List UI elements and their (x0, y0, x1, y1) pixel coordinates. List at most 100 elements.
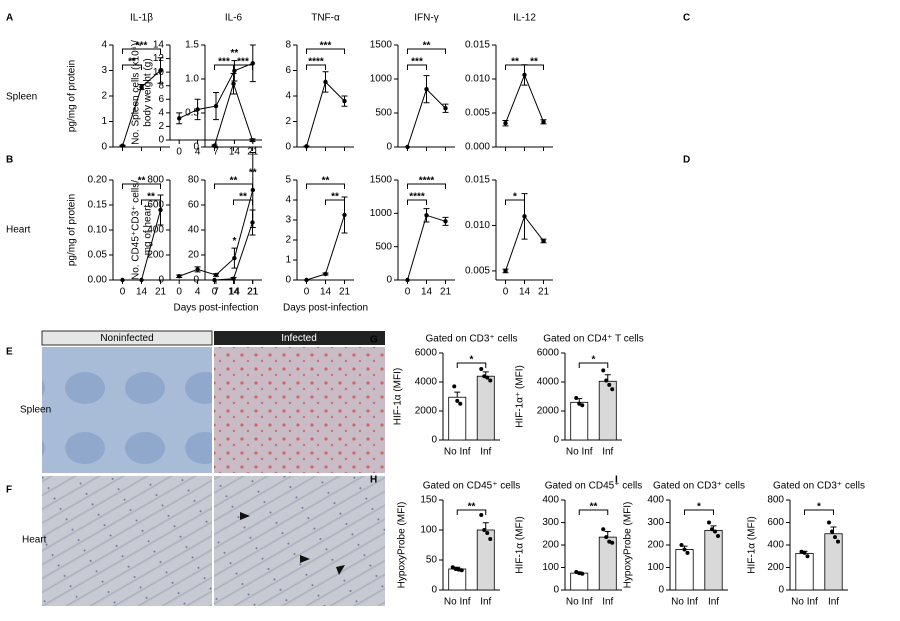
significance-label: ** (530, 57, 538, 68)
point (304, 144, 309, 149)
micrograph (214, 347, 385, 473)
point (158, 68, 163, 73)
y-tick-label: 400 (542, 495, 559, 506)
point (503, 268, 508, 274)
replicate-point (459, 568, 464, 573)
error-bar (454, 391, 461, 398)
y-tick-label: 2000 (537, 406, 560, 417)
y-tick-label: 200 (767, 562, 784, 573)
y-tick-label: 0 (386, 142, 392, 153)
y-tick-label: 600 (147, 200, 164, 211)
y-tick-label: 1500 (370, 40, 393, 51)
y-tick-label: 0.010 (465, 220, 490, 231)
y-tick-label: 0.015 (465, 40, 490, 51)
significance-bracket (407, 48, 446, 54)
y-tick-label: 0 (158, 275, 164, 286)
x-tick-label: 0 (503, 287, 509, 298)
significance-label: ** (590, 502, 598, 513)
x-tick-label: No Inf (444, 447, 471, 458)
x-tick-label: 21 (440, 287, 452, 298)
significance-label: **** (409, 192, 425, 203)
y-tick-label: 0 (553, 435, 559, 446)
bar (795, 553, 814, 591)
significance-label: ** (230, 176, 238, 187)
chart-title: IL-6 (225, 13, 243, 24)
x-tick-label: 0 (304, 287, 310, 298)
significance-label: **** (308, 57, 324, 68)
point (120, 277, 125, 283)
replicate-point (458, 401, 463, 406)
x-axis-label: Days post-infection (283, 303, 368, 314)
y-tick-label: 6 (158, 94, 164, 105)
x-tick-label: 14 (136, 287, 148, 298)
replicate-point (450, 565, 455, 570)
y-axis-label: HIF-1α (MFI) (515, 516, 526, 573)
y-tick-label: 1.5 (185, 40, 199, 51)
replicate-point (836, 539, 840, 544)
replicate-point (802, 550, 807, 555)
y-tick-label: 400 (767, 540, 784, 551)
significance-label: ** (423, 41, 431, 52)
point (541, 119, 546, 125)
y-tick-label: 0 (285, 275, 291, 286)
point (139, 277, 144, 283)
y-axis-label: mg of heart (143, 204, 154, 255)
significance-label: **** (419, 176, 435, 187)
replicate-point (685, 550, 690, 555)
x-tick-label: Inf (828, 597, 839, 608)
micrograph (42, 347, 212, 473)
significance-label: * (697, 502, 701, 513)
point (443, 106, 448, 111)
replicate-point (716, 534, 720, 538)
significance-bracket (407, 183, 446, 189)
y-tick-label: 0 (431, 585, 437, 596)
x-tick-label: No Inf (444, 597, 471, 608)
point (195, 107, 200, 112)
replicate-point (713, 529, 717, 534)
y-tick-label: 2000 (415, 406, 438, 417)
x-tick-label: 0 (176, 147, 182, 158)
replicate-point (601, 368, 606, 373)
y-tick-label: 4 (285, 195, 291, 206)
column-label: Noninfected (100, 333, 153, 344)
y-tick-label: 1 (285, 255, 291, 266)
point (323, 271, 328, 277)
y-tick-label: 800 (147, 175, 164, 186)
y-tick-label: 800 (767, 495, 784, 506)
point (342, 212, 347, 218)
point (195, 267, 200, 272)
chart-title: Gated on CD4⁺ T cells (543, 334, 644, 345)
significance-label: ** (239, 192, 247, 203)
replicate-point (482, 374, 487, 379)
significance-label: * (232, 236, 236, 247)
y-axis-label: body weight (g) (143, 58, 154, 126)
point (232, 255, 237, 261)
replicate-point (479, 513, 484, 517)
x-tick-label: 14 (421, 287, 433, 298)
point (158, 207, 163, 213)
significance-label: *** (136, 41, 148, 52)
x-tick-label: 21 (247, 287, 259, 298)
replicate-point (452, 384, 457, 389)
y-tick-label: 0.5 (185, 108, 199, 119)
y-axis-label: HIF-1α (MFI) (393, 368, 404, 425)
panel-label: D (683, 155, 690, 166)
row-label: Heart (22, 535, 47, 546)
chart-title: TNF-α (311, 13, 340, 24)
line (306, 214, 345, 281)
x-tick-label: 14 (228, 287, 240, 298)
significance-bracket (122, 64, 142, 70)
point (232, 68, 237, 73)
x-tick-label: 14 (229, 147, 241, 158)
y-tick-label: 0.20 (88, 175, 108, 186)
y-tick-label: 60 (188, 200, 200, 211)
significance-label: *** (218, 57, 230, 68)
replicate-point (682, 547, 687, 552)
y-tick-label: 2 (158, 121, 164, 132)
replicate-point (833, 535, 837, 540)
significance-bracket (306, 183, 345, 189)
replicate-point (580, 571, 585, 576)
micrograph (42, 476, 212, 606)
x-tick-label: 21 (339, 287, 351, 298)
